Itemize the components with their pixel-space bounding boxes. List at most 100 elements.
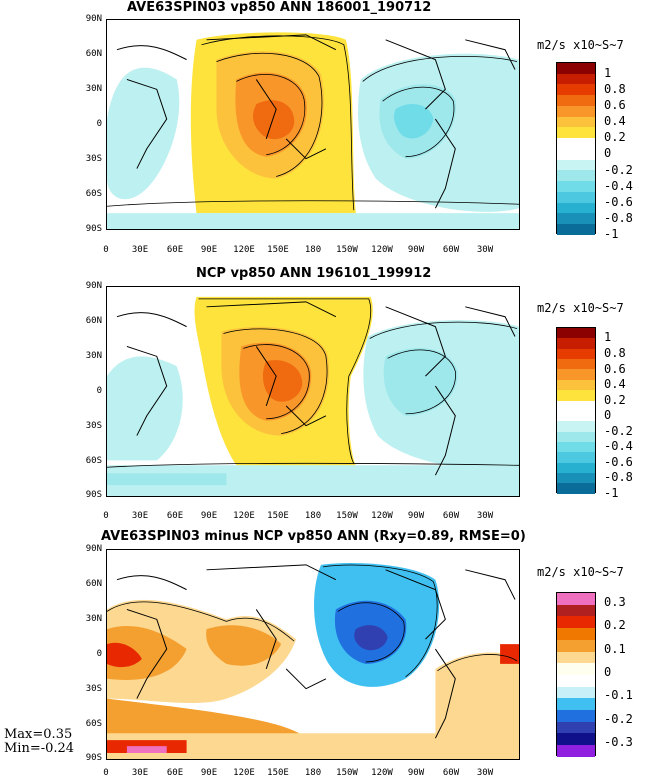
shade-antarctic-2 bbox=[107, 473, 227, 486]
colorbar-swatch bbox=[557, 73, 595, 85]
panel-1-xtick: 120W bbox=[371, 245, 393, 255]
colorbar-swatch bbox=[557, 462, 595, 474]
colorbar-label: -0.6 bbox=[604, 454, 633, 469]
colorbar-swatch bbox=[557, 421, 595, 432]
shade-antarctic bbox=[107, 213, 519, 229]
shade-positive-1 bbox=[107, 599, 297, 703]
shade-negative-1 bbox=[107, 356, 183, 461]
colorbar-label: 0.4 bbox=[604, 114, 626, 129]
colorbar-label: 0.2 bbox=[604, 130, 626, 145]
panel-3-colorbar bbox=[556, 592, 596, 757]
colorbar-swatch bbox=[557, 483, 595, 494]
colorbar-swatch bbox=[557, 721, 595, 734]
shade-negative-core bbox=[354, 625, 388, 651]
colorbar-swatch bbox=[557, 379, 595, 391]
colorbar-swatch bbox=[557, 390, 595, 401]
panel-2-xtick: 120E bbox=[233, 511, 255, 521]
shade-positive-3 bbox=[107, 642, 142, 668]
panel-1-title: AVE63SPIN03 vp850 ANN 186001_190712 bbox=[127, 0, 432, 15]
panel-1-colorbar bbox=[556, 62, 596, 235]
panel-2-xtick: 30W bbox=[476, 511, 494, 521]
panel-3-xtick: 0 bbox=[103, 768, 109, 778]
colorbar-swatch bbox=[557, 105, 595, 117]
colorbar-label: -0.3 bbox=[604, 735, 633, 750]
colorbar-label: 1 bbox=[604, 65, 612, 80]
colorbar-label: 0.4 bbox=[604, 377, 626, 392]
contour-lines bbox=[107, 564, 518, 678]
colorbar-swatch bbox=[557, 63, 595, 74]
panel-2-ytick: 30S bbox=[85, 421, 102, 431]
colorbar-swatch bbox=[557, 473, 595, 484]
panel-2-xtick: 90W bbox=[407, 511, 425, 521]
panel-2-xtick: 150E bbox=[267, 511, 289, 521]
colorbar-swatch bbox=[557, 148, 595, 160]
coastlines bbox=[116, 34, 516, 209]
panel-2-xtick: 120W bbox=[371, 511, 393, 521]
shade-positive-7 bbox=[500, 644, 519, 664]
contour-lines bbox=[107, 298, 519, 468]
panel-3-xtick: 90W bbox=[407, 768, 425, 778]
panel-2-map bbox=[106, 286, 520, 497]
panel-2-units: m2/s x10~S~7 bbox=[537, 301, 624, 315]
panel-2-ytick: 0 bbox=[96, 386, 102, 396]
colorbar-swatch bbox=[557, 328, 595, 339]
colorbar-swatch bbox=[557, 639, 595, 652]
panel-1-xtick: 60E bbox=[166, 245, 184, 255]
colorbar-swatch bbox=[557, 628, 595, 640]
panel-2-xtick: 180 bbox=[304, 511, 322, 521]
colorbar-swatch bbox=[557, 348, 595, 360]
panel-2-title: NCP vp850 ANN 196101_199912 bbox=[196, 266, 432, 281]
panel-1-xtick: 0 bbox=[103, 245, 109, 255]
colorbar-label: 0 bbox=[604, 146, 612, 161]
colorbar-label: -0.2 bbox=[604, 423, 633, 438]
panel-3-map-plot bbox=[107, 550, 519, 759]
shade-antarctic bbox=[107, 465, 519, 496]
coastlines bbox=[116, 564, 516, 739]
colorbar-swatch bbox=[557, 710, 595, 722]
shade-positive-6 bbox=[435, 652, 519, 759]
colorbar-swatch bbox=[557, 604, 595, 617]
colorbar-swatch bbox=[557, 213, 595, 225]
colorbar-swatch bbox=[557, 616, 595, 629]
panel-3-ytick: 90N bbox=[85, 544, 102, 554]
panel-1-xtick: 150W bbox=[336, 245, 358, 255]
panel-1-ytick: 30S bbox=[85, 154, 102, 164]
colorbar-label: -0.2 bbox=[604, 711, 633, 726]
panel-3-map bbox=[106, 549, 520, 760]
panel-3-units: m2/s x10~S~7 bbox=[537, 565, 624, 579]
shade-negative-3 bbox=[383, 347, 458, 416]
panel-3-xtick: 60W bbox=[442, 768, 460, 778]
panel-1-map-plot bbox=[107, 20, 519, 229]
panel-2-xtick: 0 bbox=[103, 511, 109, 521]
panel-2-ytick: 90S bbox=[85, 490, 102, 500]
shade-negative-core bbox=[394, 103, 434, 139]
colorbar-swatch bbox=[557, 159, 595, 171]
colorbar-label: -0.2 bbox=[604, 162, 633, 177]
panel-3-xtick: 150E bbox=[267, 768, 289, 778]
colorbar-label: 0.2 bbox=[604, 618, 626, 633]
panel-2-xtick: 30E bbox=[131, 511, 149, 521]
shade-positive-4 bbox=[206, 625, 282, 666]
panel-1-xtick: 90E bbox=[200, 245, 218, 255]
colorbar-swatch bbox=[557, 431, 595, 442]
colorbar-label: 0.8 bbox=[604, 345, 626, 360]
panel-2-xtick: 60E bbox=[166, 511, 184, 521]
panel-3-ytick: 30S bbox=[85, 684, 102, 694]
panel-1-ytick: 90N bbox=[85, 14, 102, 24]
colorbar-label: 0.6 bbox=[604, 361, 626, 376]
panel-3-ytick: 30N bbox=[85, 614, 102, 624]
panel-3-xtick: 120E bbox=[233, 768, 255, 778]
panel-1-xtick: 30W bbox=[476, 245, 494, 255]
panel-2-ytick: 60N bbox=[85, 316, 102, 326]
panel-1-units: m2/s x10~S~7 bbox=[537, 38, 624, 52]
colorbar-swatch bbox=[557, 410, 595, 422]
panel-3-xtick: 90E bbox=[200, 768, 218, 778]
panel-3-xtick: 120W bbox=[371, 768, 393, 778]
panel-1-xtick: 150E bbox=[267, 245, 289, 255]
colorbar-swatch bbox=[557, 686, 595, 699]
colorbar-swatch bbox=[557, 441, 595, 453]
panel-1-xtick: 120E bbox=[233, 245, 255, 255]
colorbar-swatch bbox=[557, 674, 595, 687]
colorbar-swatch bbox=[557, 745, 595, 757]
panel-3-ytick: 60N bbox=[85, 579, 102, 589]
